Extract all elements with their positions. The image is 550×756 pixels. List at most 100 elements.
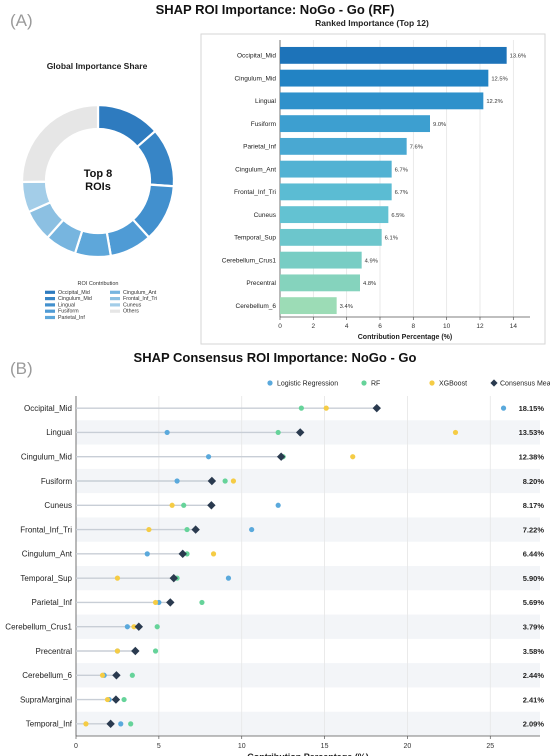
bar-value-label: 4.8% [363,281,376,287]
donut-legend-label-cingulum-ant: Cingulum_Ant [123,290,157,296]
bar-value-label: 6.1% [385,236,398,242]
dot-x-tick-label: 5 [157,743,161,750]
bar-x-tick-label: 0 [278,323,282,330]
dot-xgboost-temporal-inf [83,721,89,727]
dot-consensus-mean-occipital-mid [372,403,381,413]
bar-fusiform [280,115,430,133]
dot-category-label: Lingual [46,428,72,437]
dot-x-tick-label: 25 [486,743,494,750]
bar-category-label: Cingulum_Ant [235,166,276,173]
donut-legend-label-parietal-inf: Parietal_Inf [58,315,85,321]
dot-value-label: 2.44% [523,671,545,680]
donut-legend-swatch-others [110,309,120,313]
dot-value-label: 8.20% [523,477,545,486]
dot-value-label: 8.17% [523,501,545,510]
dot-logistic-regression-cerebellum-crus1 [124,624,130,630]
dot-value-label: 5.69% [523,598,545,607]
dot-category-label: Cingulum_Mid [21,453,72,462]
bar-value-label: 3.4% [340,304,353,310]
bar-occipital-mid [280,46,507,64]
bar-chart-title: Ranked Importance (Top 12) [315,18,429,28]
donut-legend-swatch-fusiform [45,309,55,313]
panel-a-letter: (A) [10,11,33,30]
donut-legend-swatch-cingulum-ant [110,290,120,294]
legend-marker-rf [361,380,367,386]
dot-category-label: Cuneus [44,501,72,510]
dot-xgboost-precentral [114,648,121,654]
dot-value-label: 6.44% [523,550,545,559]
dot-logistic-regression-temporal-inf [118,721,124,727]
panel-b-title: SHAP Consensus ROI Importance: NoGo - Go [134,350,417,365]
dot-x-axis-label: Contribution Percentage (%) [247,752,369,756]
dot-xgboost-supramarginal [104,696,111,703]
bar-x-tick-label: 14 [510,323,518,330]
donut-center-line1: Top 8 [84,168,113,180]
dot-category-label: Temporal_Sup [20,574,72,583]
panel-b-letter: (B) [10,359,33,378]
bar-x-tick-label: 12 [476,323,484,330]
donut-center-line2: ROIs [85,181,111,193]
dot-xgboost-lingual [452,429,459,436]
dot-plot-legend: Logistic Regression RF XGBoost Consensus Me… [267,379,550,388]
dot-rf-frontal-inf-tri [184,526,190,533]
dot-consensus-mean-frontal-inf-tri [191,525,200,534]
bar-parietal-inf [280,137,407,155]
bar-value-label: 12.2% [486,99,502,105]
dot-xgboost-cerebellum-6 [99,672,106,678]
donut-legend-label-cingulum-mid: Cingulum_Mid [58,296,92,302]
panel-a-title: SHAP ROI Importance: NoGo - Go (RF) [156,2,395,17]
bar-category-label: Cuneus [254,212,277,219]
dot-consensus-mean-temporal-inf [106,719,115,729]
dot-consensus-mean-supramarginal [111,695,121,704]
dot-row-band [76,711,540,736]
donut-slice-others [20,103,100,184]
dot-xgboost-temporal-sup [114,575,121,581]
donut-chart [20,103,176,259]
bar-category-label: Lingual [255,98,277,105]
legend-label-xgboost: XGBoost [439,381,467,388]
panel-b: (B) SHAP Consensus ROI Importance: NoGo … [5,350,550,756]
donut-legend-swatch-frontal-inf-tri [110,297,120,301]
dot-category-label: Cingulum_Ant [22,550,73,559]
donut-legend-label-frontal-inf-tri: Frontal_Inf_Tri [123,296,157,302]
bar-x-tick-label: 4 [345,323,349,330]
dot-rf-supramarginal [121,696,127,703]
dot-x-tick-label: 0 [74,743,78,750]
bar-x-tick-label: 8 [412,323,416,330]
dot-category-label: Cerebellum_6 [22,671,72,680]
bar-value-label: 6.7% [395,167,408,173]
bar-category-label: Parietal_Inf [243,144,276,151]
dot-value-label: 3.58% [523,647,545,656]
dot-xgboost-cingulum-mid [350,454,356,460]
bar-x-tick-label: 10 [443,323,451,330]
bar-frontal-inf-tri [280,183,392,201]
dot-consensus-mean-lingual [296,428,305,437]
dot-consensus-mean-temporal-sup [169,573,178,583]
bar-x-axis-label: Contribution Percentage (%) [358,334,453,341]
bar-value-label: 6.5% [391,213,404,219]
bar-category-label: Frontal_Inf_Tri [234,189,276,196]
legend-label-consensus-mean: Consensus Mean [500,381,550,388]
donut-title: Global Importance Share [47,61,148,71]
dot-consensus-mean-cuneus [207,501,216,510]
dot-xgboost-cerebellum-crus1 [131,624,137,630]
dot-logistic-regression-cingulum-ant [144,551,150,557]
bar-lingual [280,92,484,110]
dot-rf-fusiform [222,478,228,484]
dot-row-band [76,663,540,688]
bar-value-label: 4.9% [365,258,378,264]
dot-x-tick-label: 20 [404,743,412,750]
dot-category-label: Frontal_Inf_Tri [20,525,72,534]
bar-temporal-sup [280,228,382,246]
bar-cuneus [280,206,389,224]
donut-legend-swatch-parietal-inf [45,315,55,320]
dot-consensus-mean-cingulum-ant [178,549,187,559]
dot-rf-occipital-mid [298,405,304,411]
donut-legend-label-occipital-mid: Occipital_Mid [58,290,90,296]
legend-marker-consensus-mean [490,379,498,387]
dot-consensus-mean-cerebellum-6 [112,671,121,680]
dot-logistic-regression-frontal-inf-tri [249,526,255,533]
dot-plot: 0 5 10 15 20 25 Occipital_Mid 18.15% Lingual 13.5… [5,396,544,756]
dot-value-label: 3.79% [523,623,545,632]
bar-cerebellum-crus1 [280,251,362,269]
